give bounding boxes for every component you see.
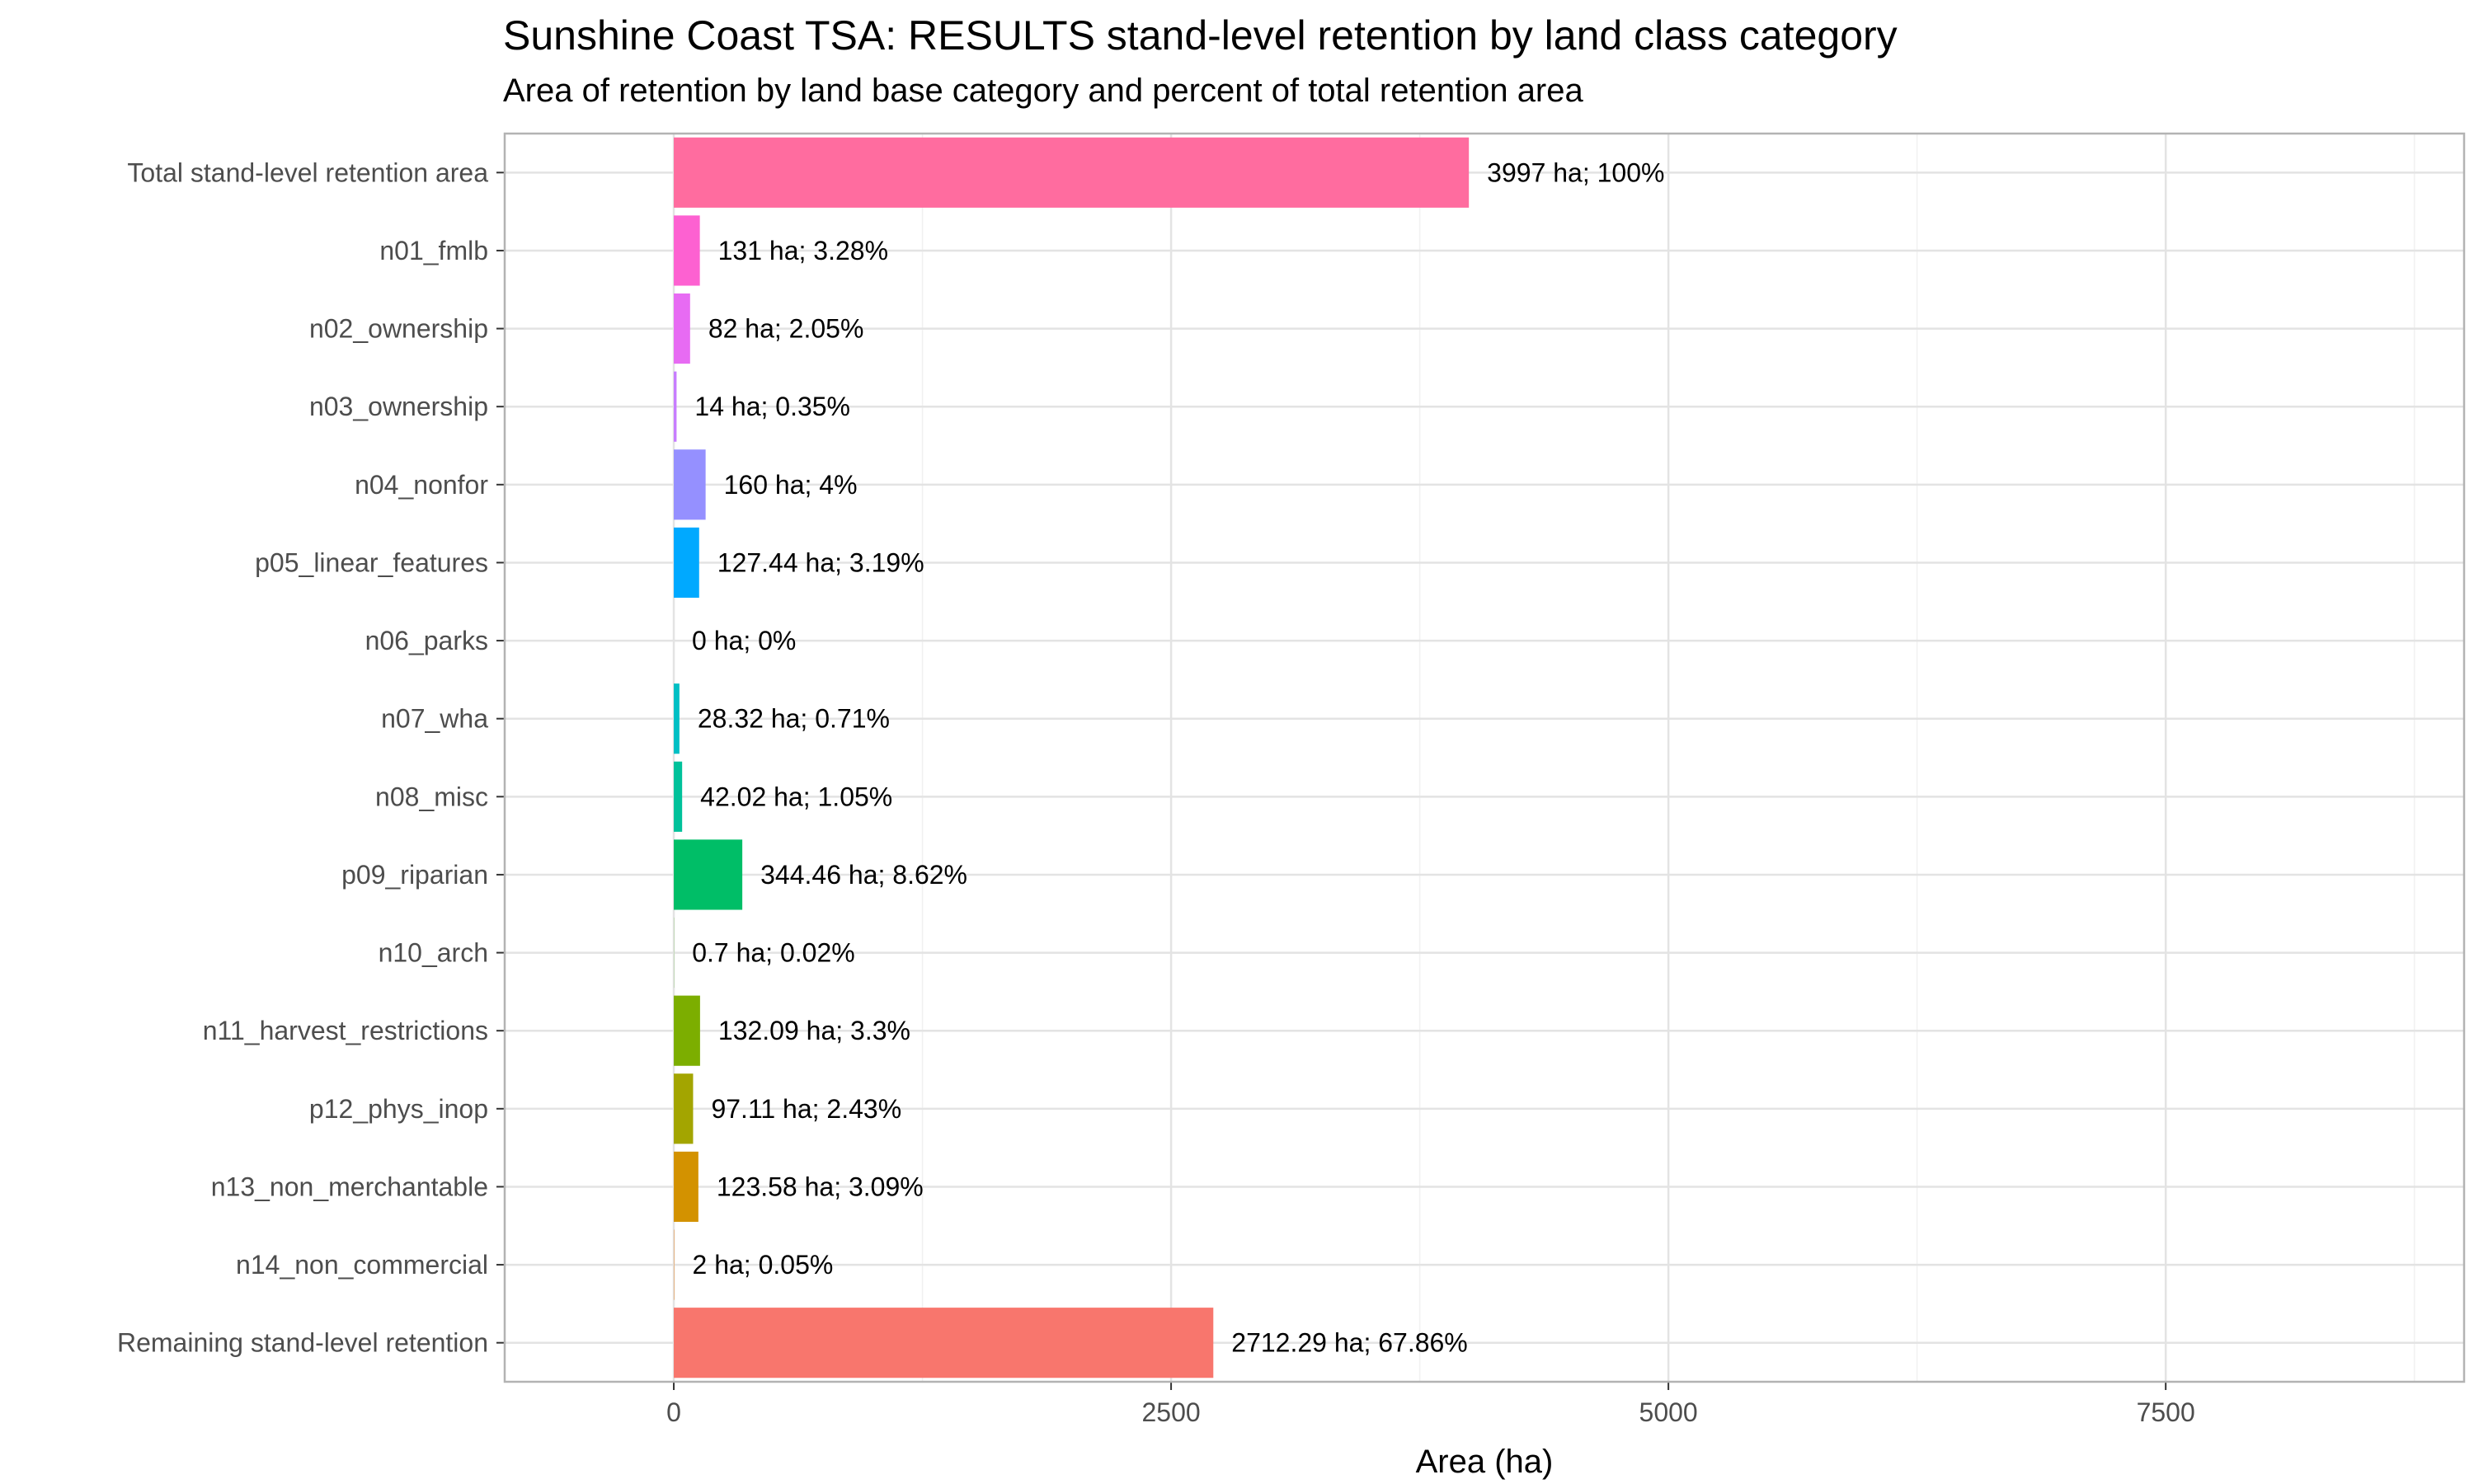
y-tick-label: n06_parks: [365, 626, 488, 655]
y-tick-label: n10_arch: [379, 938, 488, 968]
y-tick-label: n03_ownership: [309, 392, 488, 421]
y-tick-label: n08_misc: [375, 782, 488, 811]
data-label: 0 ha; 0%: [692, 626, 796, 655]
bar: [674, 1073, 694, 1144]
data-label: 97.11 ha; 2.43%: [711, 1094, 901, 1124]
data-label: 42.02 ha; 1.05%: [700, 782, 892, 811]
x-tick-label: 0: [666, 1397, 681, 1427]
data-label: 131 ha; 3.28%: [718, 236, 888, 265]
bar: [674, 761, 683, 832]
x-tick-label: 5000: [1639, 1397, 1698, 1427]
y-tick-label: n04_nonfor: [355, 470, 488, 500]
y-tick-label: p09_riparian: [341, 860, 488, 890]
x-tick-label: 2500: [1141, 1397, 1200, 1427]
data-label: 2 ha; 0.05%: [693, 1250, 834, 1280]
bar: [674, 527, 699, 599]
bar: [674, 683, 680, 754]
data-label: 123.58 ha; 3.09%: [717, 1172, 924, 1201]
data-label: 132.09 ha; 3.3%: [718, 1016, 910, 1045]
y-tick-label: n07_wha: [381, 704, 488, 734]
y-tick-label: Remaining stand-level retention: [117, 1328, 488, 1358]
y-tick-label: p12_phys_inop: [309, 1094, 488, 1124]
bar: [674, 293, 690, 364]
y-tick-label: n02_ownership: [309, 314, 488, 344]
data-label: 2712.29 ha; 67.86%: [1231, 1328, 1467, 1358]
bar: [674, 1151, 698, 1223]
chart-subtitle: Area of retention by land base category …: [503, 73, 1583, 109]
bar: [674, 371, 677, 442]
chart-title: Sunshine Coast TSA: RESULTS stand-level …: [503, 12, 1898, 59]
data-label: 127.44 ha; 3.19%: [717, 547, 924, 577]
bar: [674, 1308, 1214, 1378]
bar: [674, 215, 700, 286]
y-tick-label: n13_non_merchantable: [211, 1172, 488, 1201]
bar: [674, 449, 706, 520]
data-label: 344.46 ha; 8.62%: [760, 860, 967, 890]
data-label: 160 ha; 4%: [724, 470, 858, 500]
y-tick-label: Total stand-level retention area: [127, 157, 488, 187]
data-label: 82 ha; 2.05%: [708, 314, 864, 344]
data-label: 3997 ha; 100%: [1487, 157, 1664, 187]
y-tick-label: p05_linear_features: [255, 547, 488, 577]
data-label: 14 ha; 0.35%: [694, 392, 850, 421]
data-label: 28.32 ha; 0.71%: [698, 704, 890, 734]
panel-border: [503, 132, 2466, 1383]
y-tick-label: n11_harvest_restrictions: [203, 1016, 488, 1045]
x-tick-label: 7500: [2137, 1397, 2195, 1427]
bar: [674, 839, 743, 910]
y-tick-label: n01_fmlb: [379, 236, 488, 265]
x-axis-title: Area (ha): [1416, 1444, 1554, 1480]
data-label: 0.7 ha; 0.02%: [692, 938, 854, 968]
bar: [674, 137, 1470, 208]
bar: [674, 995, 700, 1066]
y-tick-label: n14_non_commercial: [236, 1250, 488, 1280]
